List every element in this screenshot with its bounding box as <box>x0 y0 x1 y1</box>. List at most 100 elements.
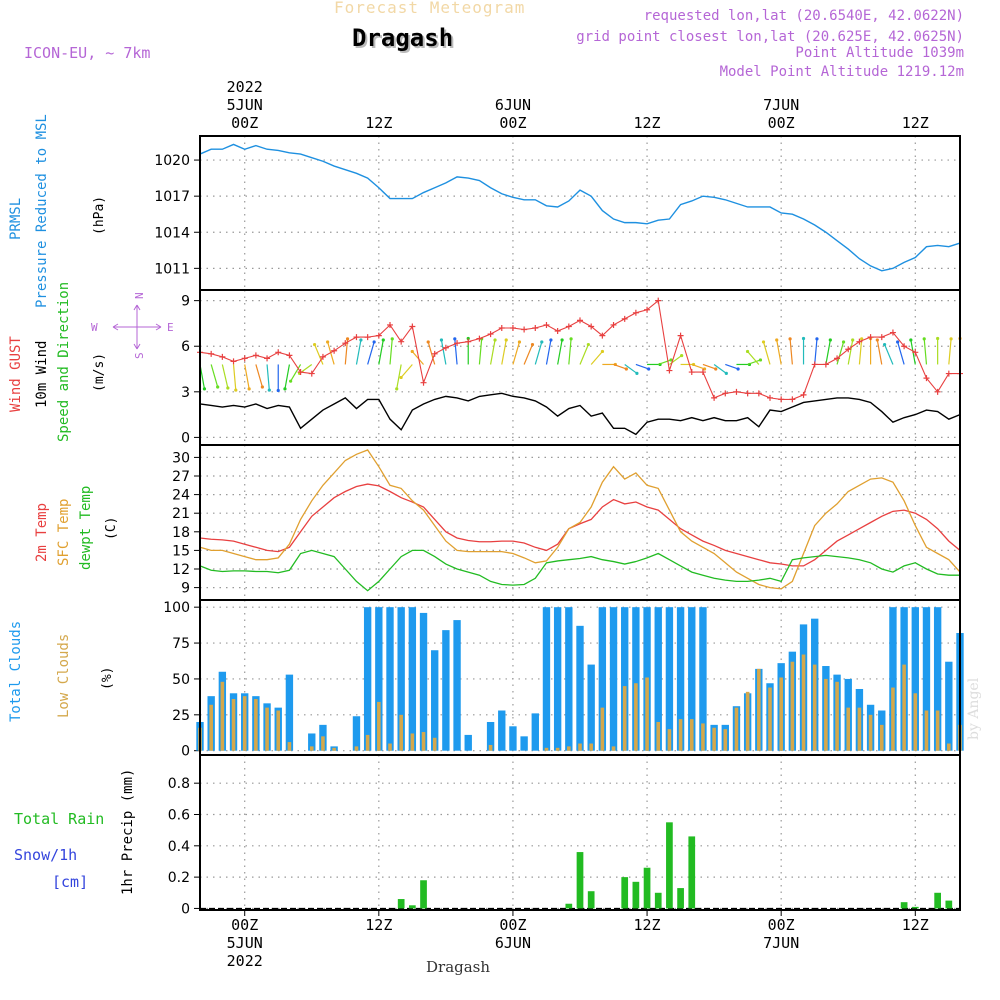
wind-direction-arrowhead <box>936 336 940 341</box>
total-cloud-bar <box>397 607 405 751</box>
time-tick-label-top: 12Z <box>634 114 661 132</box>
wind-direction-arrow <box>523 344 534 365</box>
low-cloud-bar <box>757 668 761 751</box>
rain-bar <box>565 903 573 909</box>
total-cloud-bar <box>408 607 417 751</box>
wind-direction-arrow <box>389 338 393 365</box>
wind-gust-marker <box>912 349 919 356</box>
gridpoint-coords: grid point closest lon,lat (20.625E, 42.… <box>576 29 964 45</box>
rain-bar <box>934 892 941 909</box>
wind-direction-arrow <box>613 363 627 370</box>
y-tick-label: 25 <box>172 708 190 724</box>
rain-bar <box>643 867 651 909</box>
wind-direction-arrowhead <box>647 367 651 371</box>
total-cloud-bar <box>576 625 584 751</box>
temp-dewpt-line <box>199 549 960 592</box>
low-cloud-bar <box>779 677 783 751</box>
time-tick-label-bottom: 12Z <box>365 916 392 934</box>
wind-direction-arrow <box>747 359 761 366</box>
y-tick-label: 1017 <box>154 189 190 205</box>
rain-bar <box>621 877 629 909</box>
wind-direction-arrow <box>314 344 324 365</box>
wind-direction-arrowhead <box>702 367 707 371</box>
low-cloud-bar <box>768 687 772 751</box>
low-cloud-bar <box>287 742 292 751</box>
wind-direction-arrowhead <box>875 338 879 342</box>
y-tick-label: 0 <box>181 430 190 446</box>
total-cloud-bar <box>285 674 294 751</box>
wind-direction-arrowhead <box>395 387 399 391</box>
wind-direction-arrowhead <box>202 387 207 391</box>
total-cloud-bar <box>486 721 495 751</box>
time-tick-label-bottom: 00Z <box>499 916 526 934</box>
wind-gust-marker <box>409 323 416 330</box>
wind-direction-arrow <box>579 344 589 365</box>
wind-gust-marker <box>342 340 349 347</box>
y-tick-label: 0 <box>181 744 190 760</box>
y-tick-label: 6 <box>181 339 190 355</box>
wind-direction-arrow <box>355 339 362 365</box>
wind-direction-arrowhead <box>714 367 718 371</box>
panel-frame <box>199 289 961 446</box>
wind-gust-marker <box>353 334 360 341</box>
wind-direction-arrowhead <box>736 367 740 371</box>
low-cloud-bar <box>399 714 403 751</box>
wind-direction-arrow <box>624 363 638 374</box>
snow-label: Snow/1h <box>14 846 78 864</box>
wind-gust-marker <box>375 332 382 339</box>
low-cloud-bar <box>634 683 638 751</box>
pressure-line <box>199 143 961 272</box>
low-cloud-bar <box>645 677 649 751</box>
low-cloud-bar <box>377 701 381 751</box>
low-cloud-bar <box>332 747 336 751</box>
wind-direction-arrowhead <box>758 358 763 362</box>
compass-e: E <box>167 321 174 334</box>
wind-direction-arrowhead <box>517 340 522 344</box>
wind-gust-marker <box>666 367 673 374</box>
wind-direction-arrow <box>635 363 649 370</box>
wind-gust-marker <box>755 390 762 397</box>
low-cloud-bar <box>622 686 627 751</box>
wind-direction-arrowhead <box>828 338 832 342</box>
low-cloud-bar <box>701 723 705 751</box>
wind-direction-arrow <box>702 363 716 370</box>
total-cloud-bar <box>520 736 528 751</box>
total-cloud-bar <box>911 607 919 751</box>
low-cloud-bar <box>209 704 213 751</box>
wind-direction-arrow <box>725 363 739 370</box>
wind-gust-marker <box>331 347 338 354</box>
total-cloud-bar <box>375 607 383 751</box>
wind-direction-arrow <box>400 364 413 378</box>
total-cloud-bar <box>621 607 629 751</box>
rain-bar <box>654 892 662 909</box>
rain-bar <box>900 902 908 909</box>
wind-direction-arrow <box>489 339 496 365</box>
requested-coords: requested lon,lat (20.6540E, 42.0622N) <box>643 8 964 24</box>
wind-direction-arrow <box>478 338 483 365</box>
low-cloud-bar <box>611 746 616 751</box>
y-tick-label: 3 <box>181 385 190 401</box>
wind-direction-arrowhead <box>410 349 414 354</box>
y-tick-label: 50 <box>172 672 190 688</box>
low-cloud-bar <box>488 744 493 751</box>
y-tick-label: 100 <box>163 600 190 616</box>
total-cloud-bar <box>889 607 897 751</box>
low-cloud-bar <box>410 733 415 751</box>
low-cloud-bar <box>432 737 437 751</box>
low-cloud-bar <box>388 743 392 751</box>
wind-direction-arrowhead <box>600 349 605 354</box>
wind-direction-arrowhead <box>761 340 766 344</box>
low-cloud-bar <box>600 707 605 751</box>
wind-direction-arrow <box>221 364 229 389</box>
time-tick-label-top: 12Z <box>902 114 929 132</box>
low-cloud-bar <box>812 664 817 751</box>
low-cloud-bar <box>589 743 593 751</box>
wind-direction-arrow <box>545 339 552 365</box>
total-cloud-bar <box>464 734 472 751</box>
wind-gust-marker <box>588 323 595 330</box>
wind-direction-arrow <box>378 339 384 365</box>
wind-direction-arrowhead <box>745 349 750 354</box>
rain-bar <box>688 836 696 909</box>
wind-direction-arrowhead <box>540 340 544 344</box>
total-cloud-bar <box>609 607 618 751</box>
